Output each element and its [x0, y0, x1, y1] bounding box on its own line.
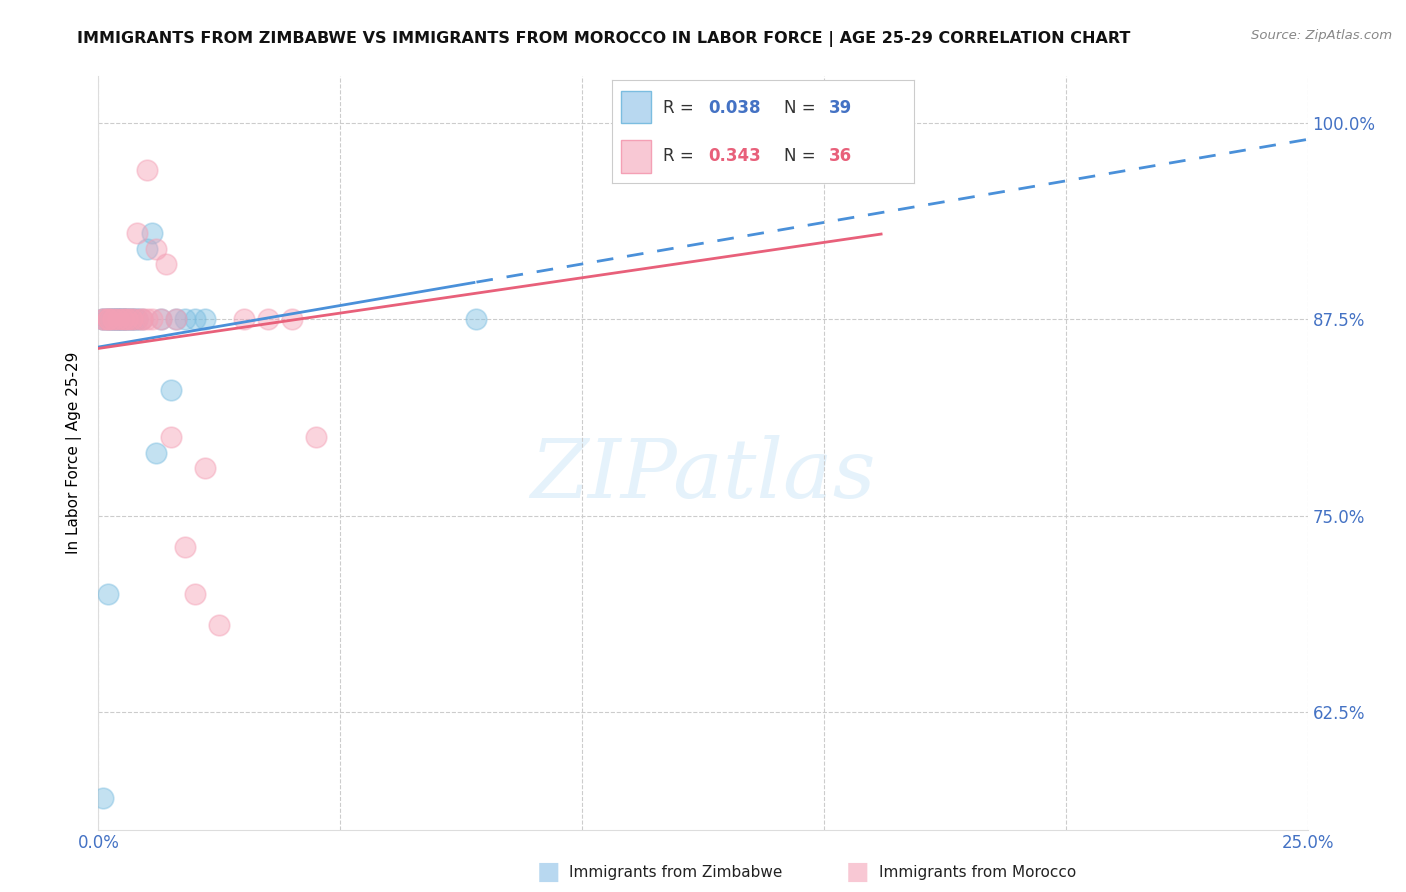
- Point: [107, 312, 129, 326]
- Text: 36: 36: [830, 147, 852, 165]
- Point: [160, 430, 183, 444]
- Point: [101, 312, 124, 326]
- Point: [101, 312, 124, 326]
- Point: [150, 312, 173, 326]
- Point: [91, 312, 114, 326]
- Text: R =: R =: [664, 99, 699, 117]
- Point: [131, 312, 153, 326]
- Point: [111, 312, 134, 326]
- Point: [141, 312, 163, 326]
- Point: [121, 312, 143, 326]
- Point: [464, 312, 486, 326]
- Point: [107, 312, 129, 326]
- Point: [135, 242, 157, 256]
- Point: [97, 587, 120, 601]
- Point: [107, 312, 129, 326]
- Point: [91, 312, 114, 326]
- Point: [232, 312, 254, 326]
- Point: [281, 312, 304, 326]
- Text: ZIPatlas: ZIPatlas: [530, 435, 876, 516]
- Point: [174, 312, 197, 326]
- Point: [91, 312, 114, 326]
- Point: [91, 312, 114, 326]
- Point: [107, 312, 129, 326]
- Point: [131, 312, 153, 326]
- Point: [141, 226, 163, 240]
- Point: [174, 540, 197, 554]
- Point: [165, 312, 187, 326]
- Point: [101, 312, 124, 326]
- Point: [256, 312, 278, 326]
- Text: ■: ■: [537, 861, 560, 884]
- Point: [111, 312, 134, 326]
- Point: [111, 312, 134, 326]
- Text: 39: 39: [830, 99, 852, 117]
- Point: [135, 163, 157, 178]
- Text: 0.038: 0.038: [709, 99, 761, 117]
- Point: [97, 312, 120, 326]
- Point: [97, 312, 120, 326]
- Point: [117, 312, 139, 326]
- Point: [101, 312, 124, 326]
- Point: [121, 312, 143, 326]
- Point: [305, 430, 328, 444]
- Point: [91, 791, 114, 805]
- Point: [111, 312, 134, 326]
- Point: [97, 312, 120, 326]
- Point: [184, 587, 207, 601]
- Point: [97, 312, 120, 326]
- Y-axis label: In Labor Force | Age 25-29: In Labor Force | Age 25-29: [66, 351, 83, 554]
- Point: [184, 312, 207, 326]
- Point: [107, 312, 129, 326]
- Point: [160, 383, 183, 397]
- Point: [101, 312, 124, 326]
- Point: [121, 312, 143, 326]
- Point: [117, 312, 139, 326]
- Point: [150, 312, 173, 326]
- Point: [111, 312, 134, 326]
- Text: 0.343: 0.343: [709, 147, 761, 165]
- Point: [121, 312, 143, 326]
- Text: ■: ■: [846, 861, 869, 884]
- Point: [117, 312, 139, 326]
- Point: [107, 312, 129, 326]
- Text: Immigrants from Morocco: Immigrants from Morocco: [879, 865, 1076, 880]
- Point: [145, 242, 167, 256]
- Point: [208, 618, 231, 632]
- FancyBboxPatch shape: [620, 91, 651, 123]
- Point: [127, 312, 149, 326]
- Text: Immigrants from Zimbabwe: Immigrants from Zimbabwe: [569, 865, 783, 880]
- Point: [121, 312, 143, 326]
- Point: [97, 312, 120, 326]
- Point: [194, 312, 217, 326]
- Point: [131, 312, 153, 326]
- Point: [107, 312, 129, 326]
- Point: [111, 312, 134, 326]
- Point: [165, 312, 187, 326]
- Point: [101, 312, 124, 326]
- Text: N =: N =: [785, 147, 821, 165]
- Point: [97, 312, 120, 326]
- Point: [117, 312, 139, 326]
- FancyBboxPatch shape: [620, 140, 651, 173]
- Point: [127, 312, 149, 326]
- Point: [127, 312, 149, 326]
- Text: Source: ZipAtlas.com: Source: ZipAtlas.com: [1251, 29, 1392, 42]
- Text: IMMIGRANTS FROM ZIMBABWE VS IMMIGRANTS FROM MOROCCO IN LABOR FORCE | AGE 25-29 C: IMMIGRANTS FROM ZIMBABWE VS IMMIGRANTS F…: [77, 31, 1130, 47]
- Text: R =: R =: [664, 147, 699, 165]
- Point: [194, 461, 217, 475]
- Point: [127, 226, 149, 240]
- Point: [145, 446, 167, 460]
- Point: [860, 116, 883, 130]
- Point: [135, 312, 157, 326]
- Point: [117, 312, 139, 326]
- Point: [155, 257, 177, 271]
- Text: N =: N =: [785, 99, 821, 117]
